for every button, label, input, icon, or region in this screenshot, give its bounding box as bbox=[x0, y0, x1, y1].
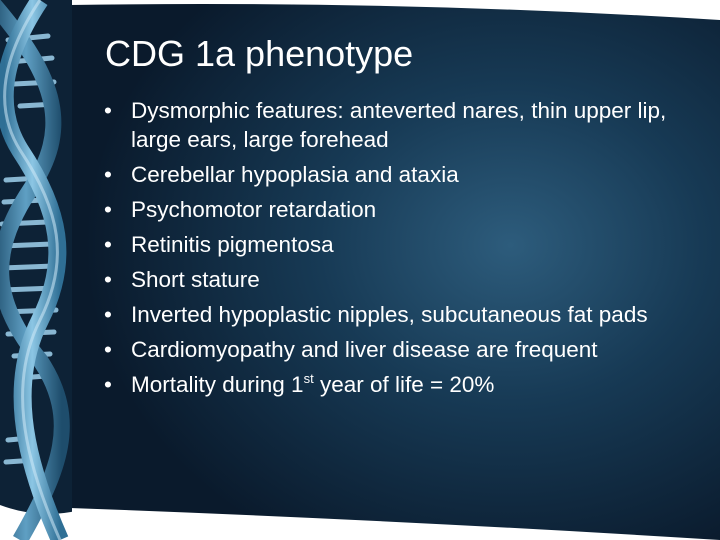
bullet-marker: • bbox=[104, 162, 112, 187]
bullet-text: Psychomotor retardation bbox=[131, 197, 377, 222]
bullet-item: • Inverted hypoplastic nipples, subcutan… bbox=[104, 300, 684, 329]
bullet-text: Cerebellar hypoplasia and ataxia bbox=[131, 162, 459, 187]
bullet-text: Dysmorphic features: anteverted nares, t… bbox=[131, 98, 667, 152]
bullet-list: • Dysmorphic features: anteverted nares,… bbox=[104, 96, 684, 405]
bullet-marker: • bbox=[104, 98, 112, 123]
bullet-item: • Retinitis pigmentosa bbox=[104, 230, 684, 259]
bullet-marker: • bbox=[104, 302, 112, 327]
bullet-marker: • bbox=[104, 267, 112, 292]
bullet-item: • Short stature bbox=[104, 265, 684, 294]
bullet-item: • Cardiomyopathy and liver disease are f… bbox=[104, 335, 684, 364]
bullet-item: • Psychomotor retardation bbox=[104, 195, 684, 224]
bullet-marker: • bbox=[104, 232, 112, 257]
mortality-text-post: year of life = 20% bbox=[313, 372, 495, 397]
bullet-text: Retinitis pigmentosa bbox=[131, 232, 334, 257]
bullet-item: • Mortality during 1st year of life = 20… bbox=[104, 370, 684, 399]
bullet-text: Inverted hypoplastic nipples, subcutaneo… bbox=[131, 302, 648, 327]
dna-helix-graphic bbox=[0, 0, 70, 540]
bullet-text: Mortality during 1st year of life = 20% bbox=[131, 371, 495, 397]
bullet-marker: • bbox=[104, 372, 112, 397]
mortality-text-pre: Mortality during 1 bbox=[131, 372, 304, 397]
bullet-text: Short stature bbox=[131, 267, 260, 292]
bullet-item: • Cerebellar hypoplasia and ataxia bbox=[104, 160, 684, 189]
dark-panel bbox=[65, 4, 720, 540]
bullet-text: Cardiomyopathy and liver disease are fre… bbox=[131, 337, 598, 362]
bullet-marker: • bbox=[104, 197, 112, 222]
slide-title: CDG 1a phenotype bbox=[105, 33, 414, 74]
bullet-marker: • bbox=[104, 337, 112, 362]
bullet-item: • Dysmorphic features: anteverted nares,… bbox=[104, 96, 684, 154]
ordinal-suffix: st bbox=[303, 371, 314, 386]
